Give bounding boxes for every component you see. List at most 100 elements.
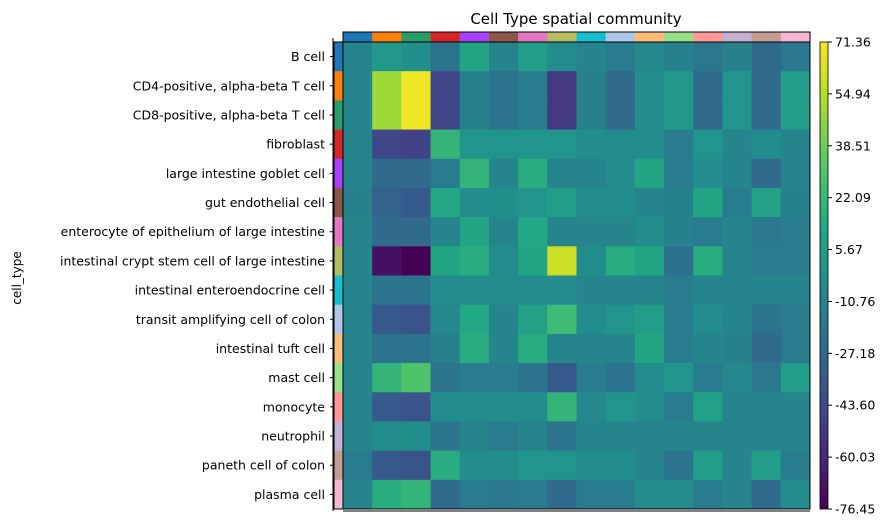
colorbar-tick-label: -43.60 [835, 398, 875, 413]
heatmap-cell [372, 275, 402, 306]
heatmap-cell [634, 71, 665, 101]
heatmap-cell [780, 392, 811, 422]
heatmap-frame [342, 41, 811, 510]
heatmap-cell [488, 217, 519, 247]
column-group-swatch [430, 32, 461, 42]
heatmap-cell [430, 246, 461, 276]
heatmap-cell [343, 158, 373, 189]
heatmap-cell [547, 275, 577, 306]
column-group-swatch [343, 32, 373, 42]
heatmap-cell [518, 246, 548, 276]
column-group-swatch [488, 32, 519, 42]
row-group-swatch [334, 100, 343, 130]
y-axis-label: cell_type [10, 251, 24, 304]
heatmap-cell [722, 333, 753, 364]
heatmap-cell [722, 392, 753, 422]
row-group-swatch [334, 158, 343, 189]
heatmap-cell [430, 479, 461, 510]
heatmap-cell [459, 158, 490, 189]
row-label: plasma cell [254, 487, 325, 502]
column-group-swatch [518, 32, 548, 42]
heatmap-cell [343, 450, 373, 481]
heatmap-cell [605, 71, 636, 101]
heatmap-cell [547, 42, 577, 72]
heatmap-cell [430, 158, 461, 189]
row-group-swatch [334, 450, 343, 481]
heatmap-cell [751, 217, 782, 247]
heatmap-cell [634, 304, 665, 335]
heatmap-cell [488, 450, 519, 481]
heatmap-cell [430, 71, 461, 101]
heatmap-cell [343, 100, 373, 130]
column-group-swatch [372, 32, 402, 42]
heatmap-cell [459, 246, 490, 276]
column-group-swatch [459, 32, 490, 42]
heatmap-cell [401, 158, 431, 189]
row-label: paneth cell of colon [202, 458, 325, 473]
column-group-swatch [722, 32, 752, 42]
heatmap-cell [459, 217, 490, 247]
row-group-swatch [334, 217, 343, 247]
heatmap-cell [488, 479, 519, 510]
heatmap-cell [459, 187, 490, 218]
heatmap-cell [664, 450, 694, 481]
heatmap-cell [547, 246, 577, 276]
row-group-swatch [334, 187, 343, 218]
heatmap-cell [693, 246, 723, 276]
heatmap-cell [780, 71, 811, 101]
column-group-swatch [664, 32, 694, 42]
heatmap-cell [372, 217, 402, 247]
heatmap-cell [780, 479, 811, 510]
heatmap-cell [430, 333, 461, 364]
heatmap-cell [518, 421, 548, 452]
colorbar-tick-label: 5.67 [835, 242, 863, 257]
row-group-swatch [334, 333, 343, 364]
heatmap-cell [488, 71, 519, 101]
heatmap-cell [664, 187, 694, 218]
colorbar-tick-label: -76.45 [835, 502, 875, 517]
column-group-swatch [401, 32, 431, 42]
heatmap-cell [576, 479, 607, 510]
heatmap-cell [693, 71, 723, 101]
heatmap-cell [605, 158, 636, 189]
heatmap-cell [488, 187, 519, 218]
heatmap-cell [343, 246, 373, 276]
column-group-swatch [576, 32, 606, 42]
heatmap-cell [459, 304, 490, 335]
heatmap-cell [780, 450, 811, 481]
heatmap-cell [576, 333, 607, 364]
heatmap-cell [372, 333, 402, 364]
heatmap-cell [722, 42, 753, 72]
heatmap-cell [401, 304, 431, 335]
row-label: neutrophil [261, 429, 325, 444]
heatmap-cell [605, 304, 636, 335]
row-group-swatch [334, 392, 343, 422]
heatmap-cell [576, 304, 607, 335]
heatmap-cell [401, 421, 431, 452]
heatmap-cell [459, 129, 490, 160]
heatmap-cell [401, 333, 431, 364]
heatmap-cell [401, 187, 431, 218]
heatmap-cell [488, 100, 519, 130]
heatmap-cell [722, 129, 753, 160]
heatmap-cell [518, 363, 548, 393]
heatmap-cell [751, 363, 782, 393]
heatmap-cell [459, 421, 490, 452]
heatmap-cell [722, 187, 753, 218]
row-label: mast cell [268, 370, 325, 385]
row-label: intestinal tuft cell [216, 341, 325, 356]
column-group-strip [342, 31, 811, 43]
heatmap-cell [430, 392, 461, 422]
heatmap-cell [547, 100, 577, 130]
heatmap-cell [634, 100, 665, 130]
heatmap-cell [693, 479, 723, 510]
heatmap-cell [547, 392, 577, 422]
row-group-swatch [334, 42, 343, 72]
heatmap-cell [576, 421, 607, 452]
row-label: B cell [291, 49, 325, 64]
heatmap-cell [780, 246, 811, 276]
column-group-swatch [547, 32, 577, 42]
heatmap-cell [693, 217, 723, 247]
heatmap-cell [518, 71, 548, 101]
